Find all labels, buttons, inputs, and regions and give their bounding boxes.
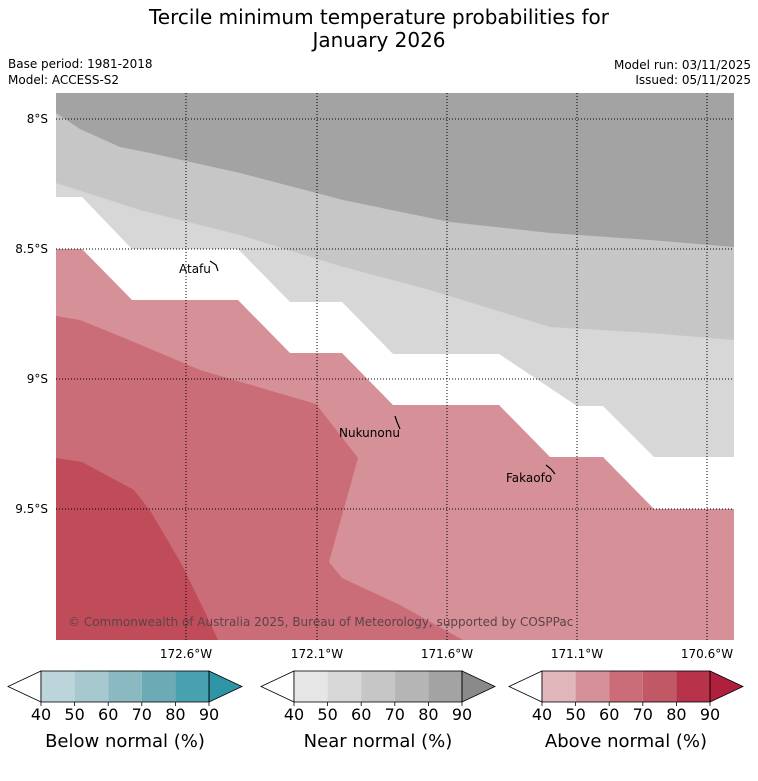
copyright-notice: © Commonwealth of Australia 2025, Bureau… xyxy=(68,615,573,629)
colorbar-segment xyxy=(394,671,429,702)
lat-label: 8.5°S xyxy=(15,242,48,256)
nukunonu-atoll xyxy=(394,415,401,430)
model-run: Model run: 03/11/2025 xyxy=(613,58,751,72)
place-label-nukunonu: Nukunonu xyxy=(339,426,400,440)
below-normal-colorbar: 40 50 60 70 80 90 Below normal (%) xyxy=(7,670,243,752)
colorbar-segment xyxy=(141,671,176,702)
near-normal-colorbar-title: Near normal (%) xyxy=(304,731,453,752)
colorbar-tick-label: 90 xyxy=(199,705,219,724)
lon-labels: 172.6°W 172.1°W 171.6°W 171.1°W 170.6°W xyxy=(160,647,733,661)
colorbar-tick-label: 80 xyxy=(418,705,438,724)
above-normal-colorbar-title: Above normal (%) xyxy=(545,731,707,752)
colorbar-tick-label: 80 xyxy=(666,705,686,724)
colorbar-segment xyxy=(327,671,362,702)
above-normal-colorbar: 40 50 60 70 80 90 Above normal (%) xyxy=(508,670,744,752)
chart-title-line1: Tercile minimum temperature probabilitie… xyxy=(148,5,610,29)
colorbar-tick-label: 60 xyxy=(599,705,619,724)
colorbar-segment xyxy=(41,671,75,702)
issued-date: Issued: 05/11/2025 xyxy=(635,73,751,87)
colorbar-segment xyxy=(676,671,710,702)
colorbar-outline xyxy=(40,670,210,703)
colorbar-segment xyxy=(642,671,677,702)
colorbar-segment xyxy=(175,671,209,702)
lat-label: 9.5°S xyxy=(15,502,48,516)
above-normal-70-region xyxy=(56,458,218,640)
model-name: Model: ACCESS-S2 xyxy=(8,73,120,87)
colorbar-tick-label: 80 xyxy=(165,705,185,724)
colorbar-tick-label: 50 xyxy=(317,705,337,724)
colorbar-segment xyxy=(428,671,462,702)
colorbar-tick-label: 50 xyxy=(565,705,585,724)
probability-shading xyxy=(56,93,734,640)
colorbar-tick-label: 90 xyxy=(452,705,472,724)
colorbar-tick-label: 60 xyxy=(351,705,371,724)
colorbar-outline xyxy=(293,670,463,703)
colorbar-segment xyxy=(609,671,643,702)
colorbar-tick-label: 50 xyxy=(64,705,84,724)
chart-title-line2: January 2026 xyxy=(312,28,446,52)
lon-label: 172.6°W xyxy=(160,647,212,661)
lon-label: 171.6°W xyxy=(421,647,473,661)
colorbar-extension-high xyxy=(208,670,243,703)
colorbar-segment xyxy=(294,671,328,702)
near-normal-70-region xyxy=(56,93,734,247)
colorbar-segment xyxy=(108,671,142,702)
colorbar-outline xyxy=(541,670,711,703)
place-label-fakaofo: Fakaofo xyxy=(506,471,552,485)
colorbar-extension-low xyxy=(7,670,42,703)
lat-label: 8°S xyxy=(27,112,48,126)
colorbar-tick-label: 40 xyxy=(31,705,51,724)
place-label-atafu: Atafu xyxy=(179,262,211,276)
colorbar-segment xyxy=(361,671,395,702)
colorbar-tick-label: 90 xyxy=(700,705,720,724)
colorbar-extension-low xyxy=(508,670,543,703)
lat-labels: 8°S 8.5°S 9°S 9.5°S xyxy=(15,112,48,516)
colorbar-extension-low xyxy=(260,670,295,703)
colorbars: 40 50 60 70 80 90 Below normal (%) 40 50 60 70 80 90… xyxy=(7,670,744,752)
gridlines xyxy=(56,93,734,640)
below-normal-colorbar-title: Below normal (%) xyxy=(45,731,205,752)
atafu-atoll xyxy=(209,260,219,272)
base-period: Base period: 1981-2018 xyxy=(8,57,153,71)
lon-label: 172.1°W xyxy=(291,647,343,661)
colorbar-tick-label: 70 xyxy=(633,705,653,724)
lon-label: 170.6°W xyxy=(681,647,733,661)
colorbar-tick-label: 40 xyxy=(284,705,304,724)
colorbar-tick-label: 40 xyxy=(532,705,552,724)
colorbar-extension-high xyxy=(461,670,496,703)
fakaofo-atoll xyxy=(545,464,556,475)
lon-label: 171.1°W xyxy=(551,647,603,661)
colorbar-tick-label: 60 xyxy=(98,705,118,724)
colorbar-segment xyxy=(74,671,109,702)
near-normal-colorbar: 40 50 60 70 80 90 Near normal (%) xyxy=(260,670,496,752)
colorbar-tick-label: 70 xyxy=(132,705,152,724)
colorbar-segment xyxy=(575,671,610,702)
colorbar-segment xyxy=(542,671,576,702)
colorbar-tick-label: 70 xyxy=(385,705,405,724)
lat-label: 9°S xyxy=(27,372,48,386)
places: Atafu Nukunonu Fakaofo xyxy=(179,260,556,485)
colorbar-extension-high xyxy=(709,670,744,703)
